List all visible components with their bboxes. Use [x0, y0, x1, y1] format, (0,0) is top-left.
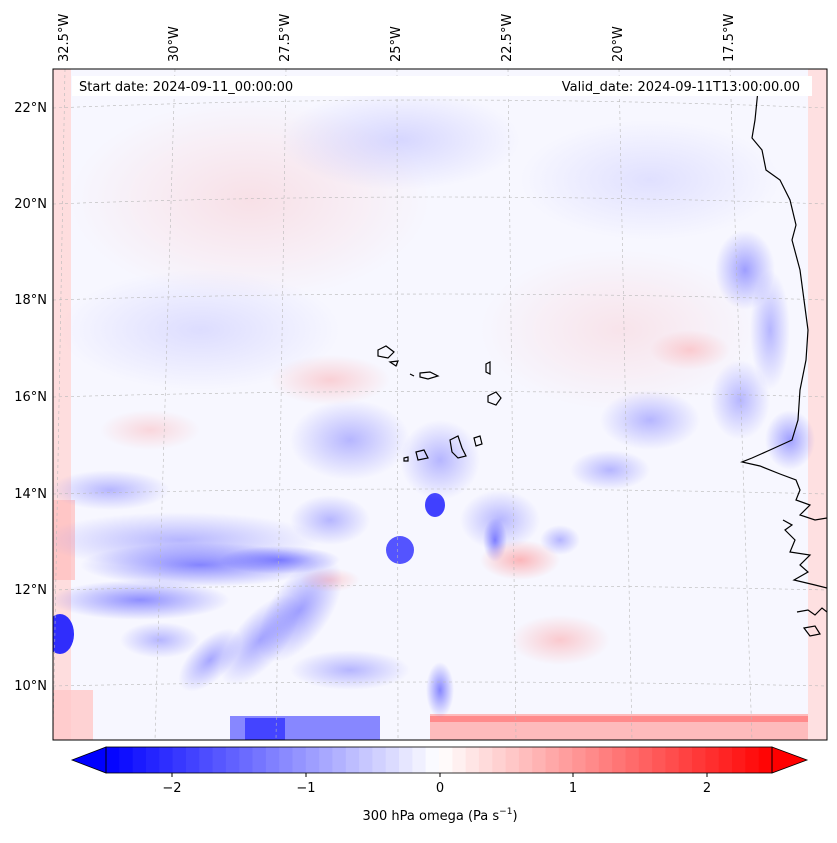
colorbar-left-arrow — [70, 746, 107, 774]
longitude-labels: 32.5°W 30°W 27.5°W 25°W 22.5°W 20°W 17.5… — [57, 14, 737, 62]
colorbar-cell — [718, 747, 733, 773]
colorbar-cell — [359, 747, 373, 773]
colorbar-cell — [452, 747, 467, 773]
colorbar-cell — [545, 747, 560, 773]
start-date-label: Start date: 2024-09-11_00:00:00 — [79, 80, 293, 95]
colorbar-cell — [492, 747, 507, 773]
colorbar-tick: −1 — [296, 781, 315, 796]
latitude-labels: 22°N 20°N 18°N 16°N 14°N 12°N 10°N — [14, 101, 47, 694]
colorbar-cell — [279, 747, 294, 773]
colorbar-cell — [425, 747, 440, 773]
colorbar-cell — [239, 747, 254, 773]
lat-label: 16°N — [14, 390, 47, 405]
colorbar-cell — [159, 747, 174, 773]
colorbar-cell — [319, 747, 334, 773]
colorbar-cell — [185, 747, 200, 773]
colorbar-cell — [572, 747, 587, 773]
colorbar-cell — [225, 747, 240, 773]
map-panel — [53, 69, 827, 740]
colorbar-cell — [106, 747, 120, 773]
lat-label: 18°N — [14, 293, 47, 308]
colorbar-cell — [732, 747, 746, 773]
colorbar-cell — [292, 747, 307, 773]
coastlines — [377, 89, 827, 637]
graticule — [53, 69, 827, 740]
colorbar-cell — [412, 747, 427, 773]
colorbar-cell — [478, 747, 493, 773]
colorbar-cell — [692, 747, 706, 773]
lon-label: 27.5°W — [278, 14, 293, 62]
colorbar-cell — [625, 747, 640, 773]
colorbar-cell — [758, 747, 773, 773]
colorbar-cell — [612, 747, 627, 773]
colorbar-cell — [532, 747, 547, 773]
colorbar-cell — [252, 747, 267, 773]
colorbar-frame — [105, 746, 773, 774]
colorbar-cell — [558, 747, 573, 773]
colorbar-cell — [518, 747, 533, 773]
lon-label: 17.5°W — [722, 14, 737, 62]
colorbar-cell — [199, 747, 214, 773]
lat-label: 22°N — [14, 101, 47, 116]
colorbar-tick: 0 — [436, 781, 444, 796]
colorbar-cell — [705, 747, 720, 773]
colorbar-cell — [172, 747, 187, 773]
lat-label: 10°N — [14, 679, 47, 694]
colorbar-cell — [372, 747, 387, 773]
colorbar-cell — [465, 747, 480, 773]
valid-date-label: Valid_date: 2024-09-11T13:00:00.00 — [562, 80, 800, 95]
colorbar-cell — [385, 747, 400, 773]
lon-label: 22.5°W — [500, 14, 515, 62]
colorbar-cell — [399, 747, 413, 773]
colorbar-cell — [332, 747, 347, 773]
lon-label: 30°W — [167, 26, 182, 62]
colorbar-cell — [439, 747, 453, 773]
colorbar-cell — [638, 747, 653, 773]
lat-label: 14°N — [14, 487, 47, 502]
colorbar-cell — [265, 747, 280, 773]
lon-label: 20°W — [611, 26, 626, 62]
colorbar-cell — [145, 747, 160, 773]
colorbar: −2 −1 0 1 2 300 hPa omega (Pa s−1) — [70, 746, 809, 824]
colorbar-tick: 2 — [703, 781, 711, 796]
colorbar-right-arrow — [771, 746, 809, 774]
colorbar-cell — [678, 747, 693, 773]
colorbar-cell — [212, 747, 227, 773]
colorbar-cell — [598, 747, 613, 773]
colorbar-cell — [345, 747, 360, 773]
colorbar-cell — [745, 747, 760, 773]
colorbar-cell — [505, 747, 520, 773]
colorbar-cell — [665, 747, 680, 773]
lon-label: 25°W — [389, 26, 404, 62]
colorbar-cell — [585, 747, 600, 773]
colorbar-cell — [132, 747, 147, 773]
lat-label: 20°N — [14, 197, 47, 212]
colorbar-cell — [652, 747, 667, 773]
colorbar-cell — [305, 747, 320, 773]
colorbar-cells — [106, 747, 773, 773]
lat-label: 12°N — [14, 583, 47, 598]
colorbar-cell — [119, 747, 134, 773]
lon-label: 32.5°W — [57, 14, 72, 62]
colorbar-tick: 1 — [569, 781, 577, 796]
colorbar-label: 300 hPa omega (Pa s−1) — [362, 807, 517, 824]
colorbar-tick: −2 — [162, 781, 181, 796]
